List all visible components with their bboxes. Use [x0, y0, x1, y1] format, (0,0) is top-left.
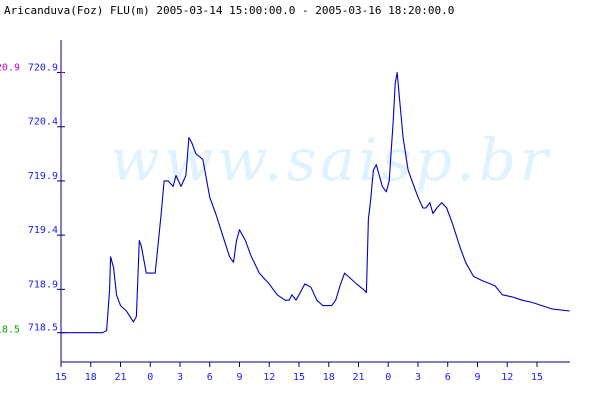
x-tick-label: 12	[501, 372, 513, 383]
x-tick-label: 21	[352, 372, 364, 383]
x-tick-label: 15	[293, 372, 305, 383]
series-line	[61, 71, 570, 334]
x-tick-label: 3	[177, 372, 183, 383]
x-tick-label: 0	[385, 372, 391, 383]
chart-ticks: 718.5 718.9 719.4 719.9 720.4 720.9 720.9 718.5…	[0, 63, 543, 383]
x-tick-label: 21	[114, 372, 126, 383]
max-value-label: 720.9	[0, 63, 20, 74]
y-tick-label: 720.9	[28, 63, 58, 74]
y-tick-label: 719.9	[28, 171, 58, 182]
y-tick-label: 720.4	[28, 117, 58, 128]
watermark-text: www.saisp.br	[110, 126, 552, 194]
y-tick-label: 718.5	[28, 323, 58, 334]
x-tick-label: 12	[263, 372, 275, 383]
x-tick-label: 0	[147, 372, 153, 383]
x-tick-label: 3	[415, 372, 421, 383]
x-tick-label: 15	[55, 372, 67, 383]
x-tick-label: 6	[207, 372, 213, 383]
x-tick-label: 6	[445, 372, 451, 383]
x-tick-label: 9	[474, 372, 480, 383]
chart-series	[61, 71, 570, 334]
chart-title: Aricanduva(Foz) FLU(m) 2005-03-14 15:00:…	[4, 4, 455, 17]
x-tick-label: 9	[236, 372, 242, 383]
x-tick-label: 18	[323, 372, 335, 383]
x-tick-label: 18	[85, 372, 97, 383]
y-tick-label: 719.4	[28, 225, 58, 236]
y-tick-label: 718.9	[28, 279, 58, 290]
min-value-label: 718.5	[0, 325, 20, 336]
x-tick-label: 15	[531, 372, 543, 383]
chart-axes	[60, 40, 570, 363]
